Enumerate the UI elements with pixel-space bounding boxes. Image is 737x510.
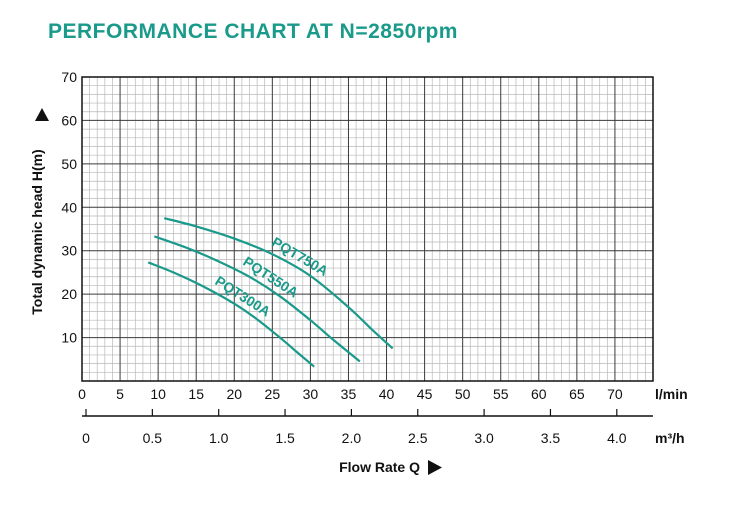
y-tick-label: 20 xyxy=(61,286,77,302)
x2-tick-label: 3.0 xyxy=(474,430,494,446)
x-tick-label: 0 xyxy=(78,386,86,402)
x2-tick-label: 0.5 xyxy=(143,430,163,446)
y-axis-label: Total dynamic head H(m) xyxy=(29,149,45,314)
grid-minor xyxy=(82,77,653,381)
x-tick-label: 45 xyxy=(417,386,433,402)
chart-title: PERFORMANCE CHART AT N=2850rpm xyxy=(48,20,458,43)
x2-tick-label: 3.5 xyxy=(541,430,561,446)
y-tick-label: 50 xyxy=(61,156,77,172)
x2-tick-label: 4.0 xyxy=(607,430,627,446)
curves-layer xyxy=(147,217,394,368)
curve-pqt300a xyxy=(147,261,315,368)
x-tick-label: 40 xyxy=(379,386,395,402)
plot-frame xyxy=(81,76,654,382)
x-tick-label: 55 xyxy=(493,386,509,402)
x-tick-label: 60 xyxy=(531,386,547,402)
y-axis-arrow-icon xyxy=(35,108,49,121)
x2-unit-label: m³/h xyxy=(655,430,685,446)
x-tick-label: 10 xyxy=(150,386,166,402)
x-axis-arrow-icon xyxy=(428,460,442,475)
x-tick-label: 50 xyxy=(455,386,471,402)
y-tick-label: 70 xyxy=(61,69,77,85)
y-tick-label: 30 xyxy=(61,243,77,259)
x-tick-label: 15 xyxy=(188,386,204,402)
x-tick-label: 20 xyxy=(226,386,242,402)
x-tick-label: 35 xyxy=(341,386,357,402)
x2-tick-label: 0 xyxy=(82,430,90,446)
y-tick-label: 60 xyxy=(61,112,77,128)
x-axis-label: Flow Rate Q xyxy=(339,459,420,475)
x-tick-label: 5 xyxy=(116,386,124,402)
y-tick-label: 40 xyxy=(61,199,77,215)
x2-tick-label: 1.5 xyxy=(275,430,295,446)
x-tick-label: 65 xyxy=(569,386,585,402)
x2-tick-label: 2.0 xyxy=(342,430,362,446)
x2-tick-label: 1.0 xyxy=(209,430,229,446)
grid-major xyxy=(81,76,654,382)
x-tick-label: 70 xyxy=(607,386,623,402)
curve-pqt750a xyxy=(163,217,394,350)
x-unit-label: l/min xyxy=(655,386,688,402)
x-tick-label: 30 xyxy=(303,386,319,402)
labels-layer: 10 20 30 40 50 60 70 0 5 10 15 20 25 30 35 40 45 50 55 60 65… xyxy=(61,69,626,446)
curve-pqt550a xyxy=(153,235,361,363)
x-tick-label: 25 xyxy=(265,386,281,402)
x2-tick-label: 2.5 xyxy=(408,430,428,446)
y-tick-label: 10 xyxy=(61,330,77,346)
